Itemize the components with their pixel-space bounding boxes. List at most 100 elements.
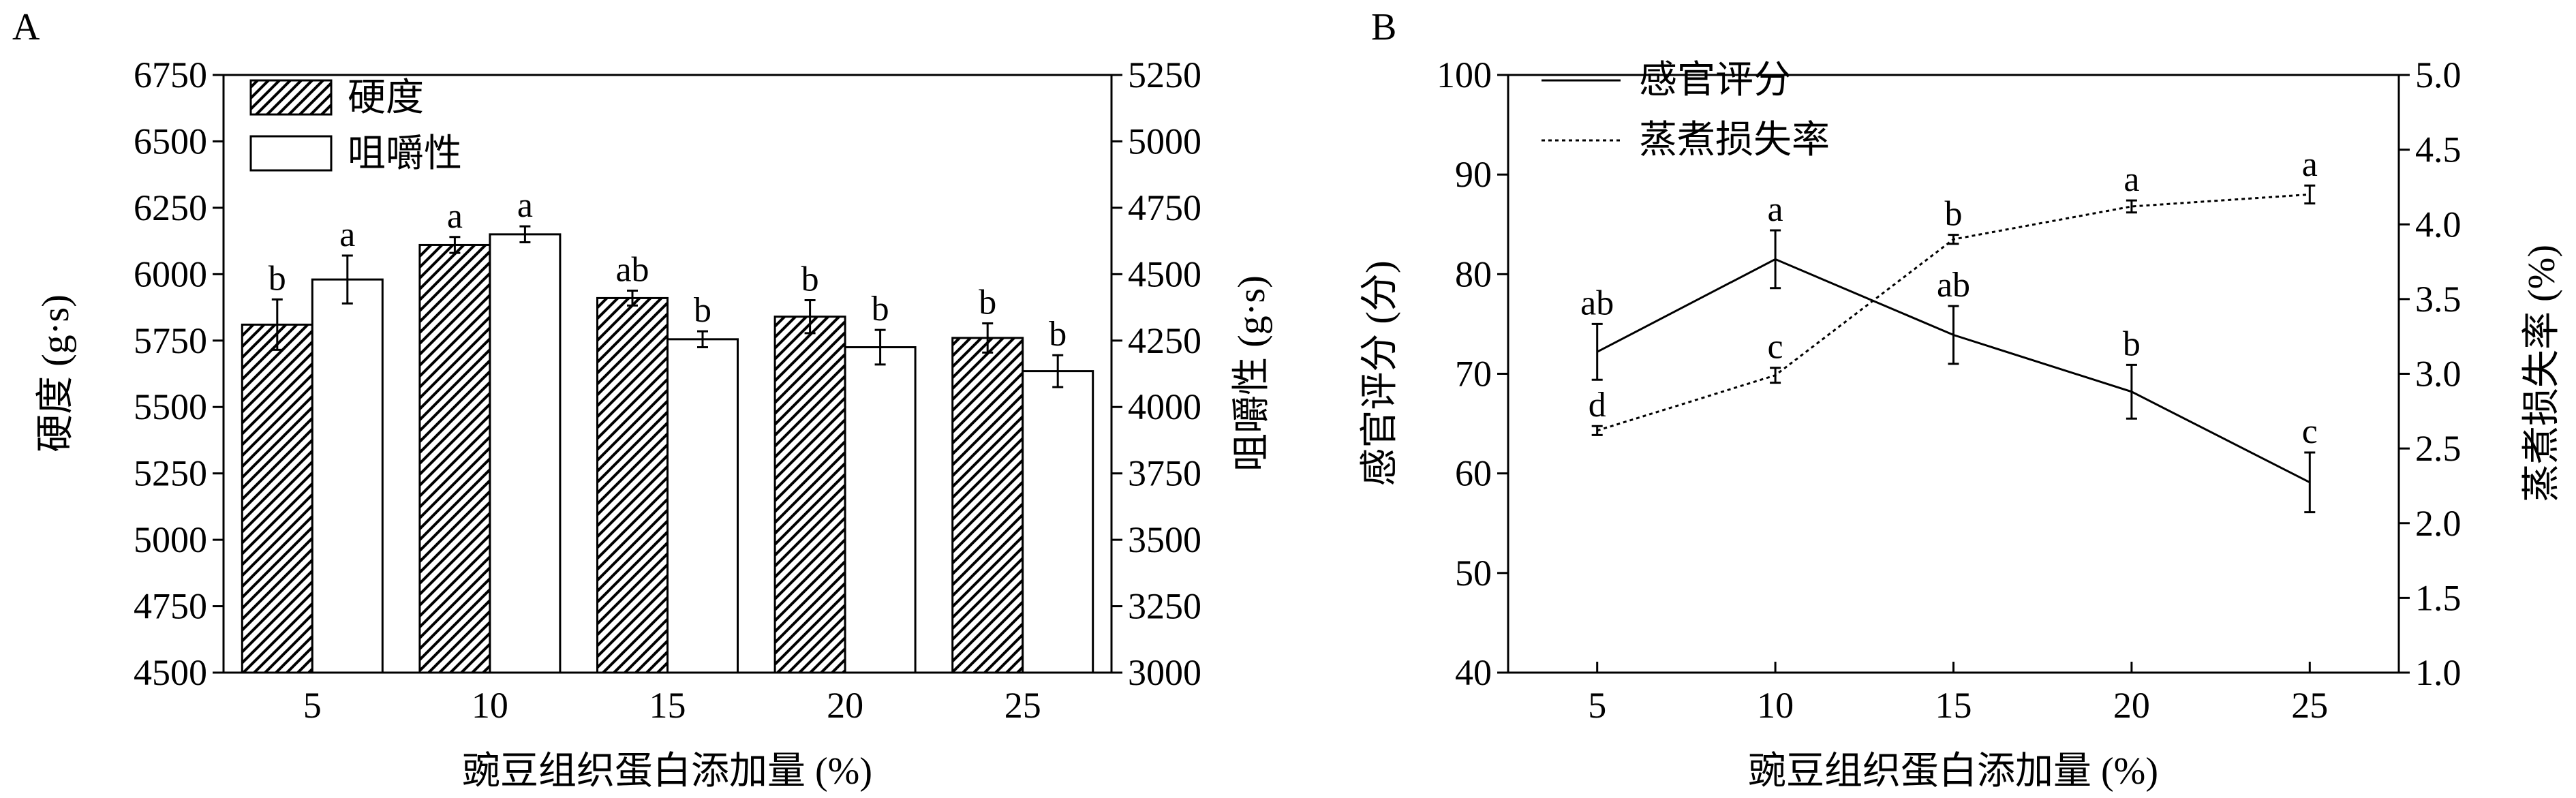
y-tick-label: 5250 bbox=[134, 453, 207, 494]
error-bar bbox=[1052, 354, 1064, 388]
x-tick-label: 20 bbox=[2113, 685, 2150, 726]
error-bar bbox=[982, 322, 994, 354]
y-tick-label: 6750 bbox=[134, 55, 207, 95]
significance-label: b bbox=[801, 260, 819, 299]
bar-chewiness bbox=[844, 346, 917, 674]
y-tick-label: 5.0 bbox=[2415, 55, 2462, 95]
y-tick-label: 4000 bbox=[1128, 386, 1201, 427]
significance-label: b bbox=[1945, 195, 1963, 234]
x-tick-label: 15 bbox=[1935, 685, 1972, 726]
bar-chewiness bbox=[1022, 370, 1094, 674]
y-tick-label: 5000 bbox=[134, 519, 207, 560]
y-tick-label: 6000 bbox=[134, 254, 207, 294]
error-bar bbox=[874, 328, 886, 366]
y-tick-label: 4.5 bbox=[2415, 129, 2462, 170]
x-tick-label: 10 bbox=[472, 685, 508, 726]
significance-label: ab bbox=[1580, 283, 1614, 322]
y-tick-label: 3.5 bbox=[2415, 279, 2462, 320]
bar-hardness bbox=[773, 316, 846, 674]
panel-a: A 4500 4750 5000 5250 5500 5750 6000 6250 6500 67… bbox=[12, 6, 1273, 793]
legend-swatch-chewiness bbox=[249, 135, 333, 172]
panel-a-y2-axis-title: 咀嚼性 (g·s) bbox=[1231, 275, 1273, 472]
legend-label-sensory: 感官评分 bbox=[1639, 59, 1792, 102]
bar-chewiness bbox=[666, 338, 739, 674]
significance-label: a bbox=[339, 215, 355, 254]
y-tick-label: 40 bbox=[1455, 652, 1492, 693]
y-tick-label: 4250 bbox=[1128, 320, 1201, 361]
significance-label: b bbox=[979, 283, 996, 322]
y-tick-label: 3750 bbox=[1128, 453, 1201, 494]
error-bar bbox=[2304, 451, 2316, 514]
bar-hardness bbox=[418, 243, 491, 674]
y-tick-label: 70 bbox=[1455, 354, 1492, 395]
significance-label: b bbox=[269, 259, 286, 298]
y-tick-label: 3250 bbox=[1128, 586, 1201, 627]
y-tick-label: 5250 bbox=[1128, 55, 1201, 95]
bar-chewiness bbox=[311, 278, 384, 674]
significance-label: c bbox=[2302, 412, 2318, 451]
panel-b-left-axis: 40 50 60 70 80 90 100 bbox=[1437, 55, 1508, 693]
y-tick-label: 3000 bbox=[1128, 652, 1201, 693]
panel-b-label: B bbox=[1371, 6, 1396, 48]
error-bar bbox=[1948, 305, 1959, 365]
x-tick-label: 15 bbox=[649, 685, 686, 726]
error-bar bbox=[2126, 363, 2137, 420]
panel-a-y-axis-title: 硬度 (g·s) bbox=[35, 294, 77, 452]
y-tick-label: 5750 bbox=[134, 320, 207, 361]
error-bar bbox=[519, 225, 531, 244]
y-tick-label: 60 bbox=[1455, 453, 1492, 494]
significance-label: b bbox=[872, 290, 889, 328]
significance-label: d bbox=[1589, 386, 1606, 425]
significance-label: b bbox=[694, 291, 711, 330]
panel-b: B 40 50 60 70 80 90 100 1.0 1.5 2.0 2.5 3.0 3.5 4.0 4… bbox=[1359, 6, 2563, 793]
error-bar bbox=[341, 254, 353, 305]
error-bar bbox=[1948, 234, 1959, 245]
significance-label: a bbox=[517, 186, 533, 225]
bar-chewiness bbox=[489, 233, 562, 674]
error-bar bbox=[449, 236, 461, 254]
panel-b-plot-frame bbox=[1507, 74, 2400, 674]
x-tick-label: 25 bbox=[1005, 685, 1041, 726]
legend-label-hardness: 硬度 bbox=[348, 77, 424, 119]
y-tick-label: 4.0 bbox=[2415, 204, 2462, 245]
y-tick-label: 90 bbox=[1455, 154, 1492, 195]
error-bar bbox=[804, 299, 816, 335]
x-tick-label: 5 bbox=[1588, 685, 1606, 726]
panel-a-label: A bbox=[12, 6, 40, 48]
y-tick-label: 80 bbox=[1455, 254, 1492, 294]
significance-label: c bbox=[1768, 328, 1783, 367]
legend-swatch-hardness bbox=[249, 79, 333, 116]
y-tick-label: 50 bbox=[1455, 553, 1492, 594]
y-tick-label: 5500 bbox=[134, 386, 207, 427]
significance-label: a bbox=[2302, 145, 2318, 184]
panel-a-x-axis: 5 10 15 20 25 bbox=[303, 662, 1041, 726]
significance-label: b bbox=[1049, 315, 1067, 354]
error-bar bbox=[2304, 184, 2316, 205]
y-tick-label: 4500 bbox=[1128, 254, 1201, 294]
y-tick-label: 5000 bbox=[1128, 121, 1201, 162]
error-bar bbox=[627, 289, 638, 307]
y-tick-label: 2.0 bbox=[2415, 503, 2462, 544]
y-tick-label: 3.0 bbox=[2415, 354, 2462, 395]
bar-hardness bbox=[241, 323, 313, 674]
panel-b-x-axis: 5 10 15 20 25 bbox=[1588, 662, 2328, 726]
legend-label-cooking-loss: 蒸煮损失率 bbox=[1639, 119, 1830, 162]
significance-label: a bbox=[1768, 190, 1783, 229]
bar-hardness bbox=[951, 337, 1024, 674]
significance-label: ab bbox=[1937, 266, 1970, 305]
bar-hardness bbox=[596, 296, 669, 674]
significance-label: a bbox=[447, 197, 463, 236]
panel-b-x-axis-title: 豌豆组织蛋白添加量 (%) bbox=[1748, 750, 2158, 793]
panel-a-legend: 硬度 咀嚼性 bbox=[249, 77, 462, 175]
x-tick-label: 25 bbox=[2291, 685, 2328, 726]
error-bar bbox=[2126, 199, 2137, 214]
y-tick-label: 4750 bbox=[134, 586, 207, 627]
panel-a-left-axis: 4500 4750 5000 5250 5500 5750 6000 6250 6500 6750 bbox=[134, 55, 224, 693]
y-tick-label: 4750 bbox=[1128, 187, 1201, 228]
error-bar bbox=[697, 330, 708, 349]
x-tick-label: 5 bbox=[303, 685, 322, 726]
significance-label: b bbox=[2123, 324, 2141, 363]
error-bar bbox=[1770, 367, 1781, 384]
y-tick-label: 3500 bbox=[1128, 519, 1201, 560]
